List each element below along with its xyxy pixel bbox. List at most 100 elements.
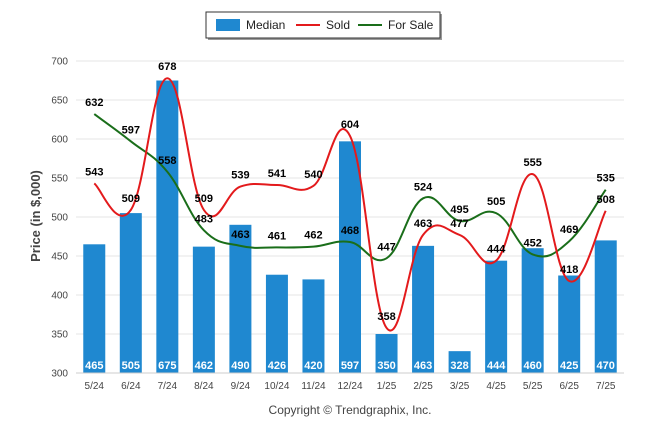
for-sale-point-label: 632 xyxy=(85,97,103,109)
median-bar xyxy=(448,351,471,373)
median-bar xyxy=(485,260,508,373)
x-tick-label: 11/24 xyxy=(301,381,326,392)
y-tick-label: 400 xyxy=(51,291,68,302)
y-tick-label: 550 xyxy=(51,174,68,185)
y-axis-title: Price (in $,000) xyxy=(28,170,43,262)
for-sale-point-label: 469 xyxy=(560,224,578,236)
median-bar-label: 462 xyxy=(195,360,213,372)
legend: Median Sold For Sale xyxy=(205,11,442,40)
x-tick-label: 10/24 xyxy=(264,381,289,392)
median-bar xyxy=(558,275,581,373)
median-bar xyxy=(265,274,288,373)
median-bar xyxy=(594,240,617,373)
median-bar xyxy=(412,245,435,373)
sold-point-label: 555 xyxy=(523,157,541,169)
median-bar-label: 420 xyxy=(304,360,322,372)
median-bar xyxy=(119,213,142,373)
y-tick-label: 300 xyxy=(51,369,68,380)
for-sale-point-label: 462 xyxy=(304,230,322,242)
sold-point-label: 543 xyxy=(85,166,103,178)
median-bar-label: 490 xyxy=(231,360,249,372)
median-bar-label: 465 xyxy=(85,360,103,372)
sold-line xyxy=(93,77,607,332)
median-bar-label: 444 xyxy=(487,360,506,372)
median-bar-label: 460 xyxy=(523,360,541,372)
for-sale-line xyxy=(93,113,607,262)
median-bar xyxy=(521,248,544,373)
sold-point-label: 509 xyxy=(122,193,140,205)
for-sale-point-label: 447 xyxy=(377,241,395,253)
x-tick-label: 7/25 xyxy=(596,381,616,392)
sold-point-label: 444 xyxy=(487,244,506,256)
x-tick-label: 6/24 xyxy=(121,381,141,392)
median-bar-label: 597 xyxy=(341,360,359,372)
median-bar xyxy=(83,244,106,373)
sold-point-label: 358 xyxy=(377,311,395,323)
sold-point-label: 418 xyxy=(560,264,578,276)
median-bar-label: 463 xyxy=(414,360,432,372)
median-bar-label: 426 xyxy=(268,360,286,372)
legend-box xyxy=(205,11,441,39)
x-tick-label: 9/24 xyxy=(231,381,251,392)
sold-point-label: 541 xyxy=(268,168,286,180)
for-sale-point-label: 452 xyxy=(523,237,541,249)
axes: 300 350 400 450 500 550 600 650 700 5/24 6/24 7/24 8… xyxy=(51,57,624,392)
y-tick-label: 350 xyxy=(51,330,68,341)
sold-point-label: 540 xyxy=(304,169,322,181)
for-sale-point-label: 505 xyxy=(487,196,505,208)
median-bar xyxy=(156,80,179,373)
y-tick-label: 500 xyxy=(51,213,68,224)
median-bar xyxy=(302,279,325,373)
y-tick-label: 450 xyxy=(51,252,68,263)
x-tick-label: 3/25 xyxy=(450,381,470,392)
legend-sold-label: Sold xyxy=(326,18,350,32)
median-bar-label: 675 xyxy=(158,360,176,372)
data-labels: 465 505 675 462 490 426 420 597 350 463 328 444 460 4… xyxy=(85,61,615,372)
sold-point-label: 509 xyxy=(195,193,213,205)
legend-median-label: Median xyxy=(246,18,285,32)
sold-point-label: 508 xyxy=(597,194,615,206)
sold-point-label: 463 xyxy=(414,218,432,230)
median-bar-label: 505 xyxy=(122,360,140,372)
series-lines xyxy=(93,77,607,332)
legend-median-swatch xyxy=(216,19,240,31)
for-sale-point-label: 461 xyxy=(268,230,286,242)
sold-point-label: 678 xyxy=(158,61,176,73)
median-bar-label: 470 xyxy=(597,360,615,372)
for-sale-point-label: 558 xyxy=(158,155,176,167)
x-tick-label: 2/25 xyxy=(413,381,433,392)
x-tick-label: 8/24 xyxy=(194,381,214,392)
median-bar xyxy=(375,334,398,373)
y-tick-label: 700 xyxy=(51,57,68,68)
for-sale-point-label: 524 xyxy=(414,181,433,193)
sold-point-label: 539 xyxy=(231,170,249,182)
for-sale-point-label: 597 xyxy=(122,124,140,136)
for-sale-point-label: 463 xyxy=(231,229,249,241)
x-tick-label: 5/25 xyxy=(523,381,543,392)
copyright-text: Copyright © Trendgraphix, Inc. xyxy=(269,403,432,417)
median-bar-label: 425 xyxy=(560,360,578,372)
y-tick-label: 650 xyxy=(51,96,68,107)
y-tick-label: 600 xyxy=(51,135,68,146)
for-sale-point-label: 468 xyxy=(341,225,359,237)
x-tick-label: 7/24 xyxy=(158,381,178,392)
for-sale-point-label: 495 xyxy=(450,204,468,216)
median-bar xyxy=(339,141,361,373)
x-tick-label: 12/24 xyxy=(337,381,362,392)
median-bar-label: 350 xyxy=(377,360,395,372)
x-tick-label: 4/25 xyxy=(486,381,506,392)
x-tick-label: 5/24 xyxy=(85,381,105,392)
x-tick-label: 6/25 xyxy=(559,381,579,392)
for-sale-point-label: 535 xyxy=(597,173,615,185)
x-tick-label: 1/25 xyxy=(377,381,397,392)
sold-point-label: 477 xyxy=(450,218,468,230)
for-sale-point-label: 483 xyxy=(195,213,213,225)
median-bar-label: 328 xyxy=(450,360,468,372)
sold-point-label: 604 xyxy=(341,119,360,131)
median-bar xyxy=(229,224,252,373)
legend-for-sale-label: For Sale xyxy=(388,18,434,32)
median-bar xyxy=(192,246,215,373)
median-bars xyxy=(83,80,617,373)
